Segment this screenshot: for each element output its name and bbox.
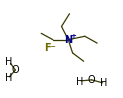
Text: O: O bbox=[12, 65, 19, 75]
Text: H: H bbox=[100, 78, 107, 88]
Text: −: − bbox=[49, 44, 55, 50]
Text: O: O bbox=[88, 75, 95, 85]
Text: H: H bbox=[76, 77, 83, 87]
Text: N: N bbox=[64, 35, 72, 45]
Text: H: H bbox=[5, 73, 13, 83]
Text: H: H bbox=[5, 57, 13, 67]
Text: F: F bbox=[44, 43, 51, 53]
Text: +: + bbox=[70, 33, 76, 39]
